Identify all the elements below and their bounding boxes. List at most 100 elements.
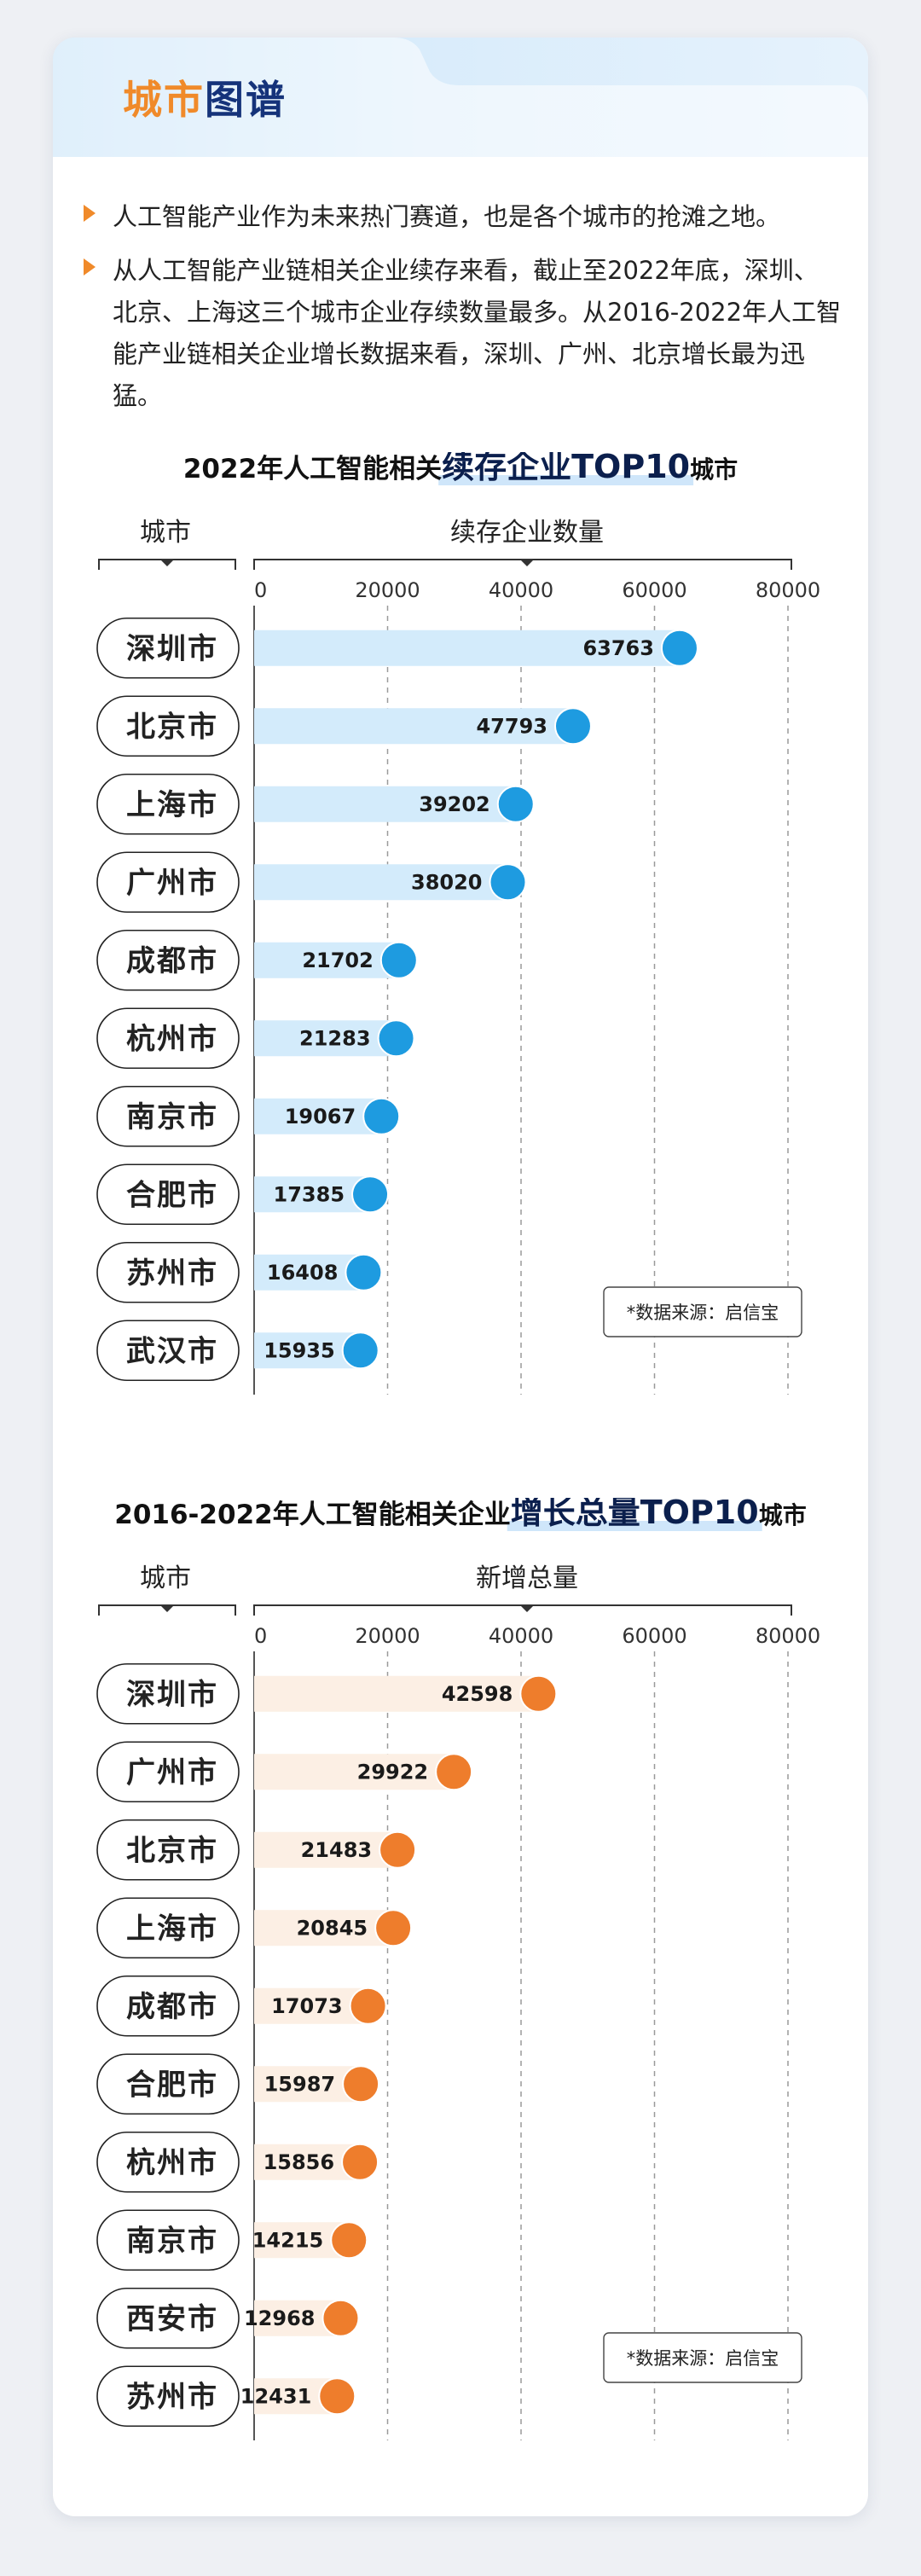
source-note: *数据来源：启信宝: [627, 2348, 779, 2369]
data-point: [342, 2065, 380, 2103]
city-label: 杭州市: [126, 2146, 218, 2180]
city-label: 成都市: [126, 944, 218, 978]
bar: [254, 1675, 539, 1712]
data-label: 39202: [419, 792, 490, 816]
data-label: 42598: [442, 1682, 513, 1706]
city-label-pill: [96, 851, 240, 914]
category-header: 城市: [140, 518, 191, 548]
x-tick-label: 80000: [756, 1624, 820, 1648]
city-label-pill: [96, 2365, 240, 2428]
city-label-pill: [96, 2209, 240, 2271]
city-label: 成都市: [126, 1990, 218, 2024]
chart-title-highlight: 续存企业TOP10: [442, 452, 690, 485]
data-point: [496, 785, 535, 823]
city-label: 苏州市: [126, 1256, 218, 1291]
x-tick-label: 0: [254, 578, 267, 602]
data-label: 19067: [285, 1105, 356, 1128]
data-point: [379, 1830, 417, 1869]
value-bracket-notch: [520, 560, 534, 566]
city-label-pill: [96, 929, 240, 991]
city-label: 南京市: [126, 1100, 218, 1134]
data-label: 17073: [271, 1994, 343, 2018]
data-point: [330, 2221, 368, 2260]
chart-title-prefix: 2022年人工智能相关: [183, 454, 442, 484]
city-label: 上海市: [126, 788, 218, 822]
data-label: 15935: [264, 1338, 335, 1362]
city-label: 深圳市: [126, 1678, 218, 1712]
bar: [254, 1831, 398, 1868]
city-label: 广州市: [126, 866, 218, 900]
city-label: 深圳市: [126, 632, 218, 666]
title-part-2: 图谱: [205, 77, 287, 123]
data-label: 17385: [274, 1182, 345, 1206]
x-tick-label: 0: [254, 1624, 267, 1648]
bar: [254, 786, 516, 822]
value-header: 新增总量: [476, 1564, 578, 1593]
page-title: 城市 图谱: [123, 72, 287, 123]
data-label: 38020: [411, 870, 483, 894]
data-point: [519, 1674, 558, 1713]
data-label: 12431: [240, 2384, 312, 2408]
data-label: 47793: [476, 714, 547, 738]
bar: [254, 864, 508, 901]
data-label: 21483: [301, 1838, 373, 1862]
chart-title: 2022年人工智能相关续存企业TOP10城市: [183, 452, 738, 485]
title-highlight-underline: [507, 1521, 762, 1531]
data-label: 29922: [357, 1760, 429, 1784]
chart-title: 2016-2022年人工智能相关企业增长总量TOP10城市: [114, 1498, 806, 1531]
data-label: 16408: [267, 1261, 339, 1285]
intro-text: 人工智能产业作为未来热门赛道，也是各个城市的抢滩之地。: [113, 202, 781, 231]
city-label-pill: [96, 1662, 240, 1725]
data-point: [341, 2143, 379, 2181]
city-label: 西安市: [126, 2302, 218, 2336]
data-label: 12968: [244, 2306, 316, 2330]
source-note-box: [603, 2332, 802, 2383]
category-bracket-notch: [160, 560, 174, 566]
city-label-pill: [96, 1163, 240, 1226]
city-label-pill: [96, 1241, 240, 1303]
intro-section: 人工智能产业作为未来热门赛道，也是各个城市的抢滩之地。 从人工智能产业链相关企业…: [84, 196, 843, 429]
x-tick-label: 20000: [355, 1624, 420, 1648]
category-bracket-notch: [160, 1605, 174, 1612]
data-point: [345, 1253, 383, 1291]
data-label: 20845: [297, 1916, 368, 1940]
data-label: 21702: [302, 949, 374, 972]
intro-bullet: 人工智能产业作为未来热门赛道，也是各个城市的抢滩之地。: [84, 196, 843, 238]
city-label-pill: [96, 1975, 240, 2037]
city-label-pill: [96, 1007, 240, 1070]
category-header: 城市: [140, 1564, 191, 1593]
bar: [254, 1176, 371, 1213]
intro-text: 从人工智能产业链相关企业续存来看，截止至2022年底，深圳、北京、上海这三个城市…: [113, 256, 842, 410]
chart-title-prefix: 2016-2022年人工智能相关企业: [114, 1500, 510, 1530]
city-label-pill: [96, 773, 240, 835]
city-label-pill: [96, 2131, 240, 2193]
bar: [254, 942, 399, 978]
city-label: 合肥市: [126, 1178, 218, 1212]
header-tab-shape: [53, 38, 868, 157]
data-point: [660, 629, 698, 667]
chart-title-highlight: 增长总量TOP10: [511, 1498, 759, 1531]
data-point: [374, 1909, 413, 1947]
data-label: 14215: [252, 2228, 324, 2252]
city-label: 广州市: [126, 1755, 218, 1790]
x-tick-label: 40000: [489, 1624, 553, 1648]
triangle-bullet-icon: [84, 205, 96, 222]
data-point: [321, 2299, 360, 2337]
data-point: [379, 941, 418, 979]
city-label: 北京市: [126, 710, 218, 744]
city-label-pill: [96, 1819, 240, 1881]
x-tick-label: 60000: [622, 1624, 686, 1648]
data-point: [318, 2377, 356, 2416]
data-label: 15856: [264, 2150, 335, 2174]
city-label: 武汉市: [126, 1334, 218, 1368]
city-label: 苏州市: [126, 2380, 218, 2414]
x-tick-label: 40000: [489, 578, 553, 602]
title-highlight-underline: [438, 475, 694, 485]
city-label-pill: [96, 617, 240, 679]
intro-bullet: 从人工智能产业链相关企业续存来看，截止至2022年底，深圳、北京、上海这三个城市…: [84, 250, 843, 417]
city-label-pill: [96, 2287, 240, 2349]
city-label-pill: [96, 1320, 240, 1382]
data-point: [341, 1332, 379, 1370]
